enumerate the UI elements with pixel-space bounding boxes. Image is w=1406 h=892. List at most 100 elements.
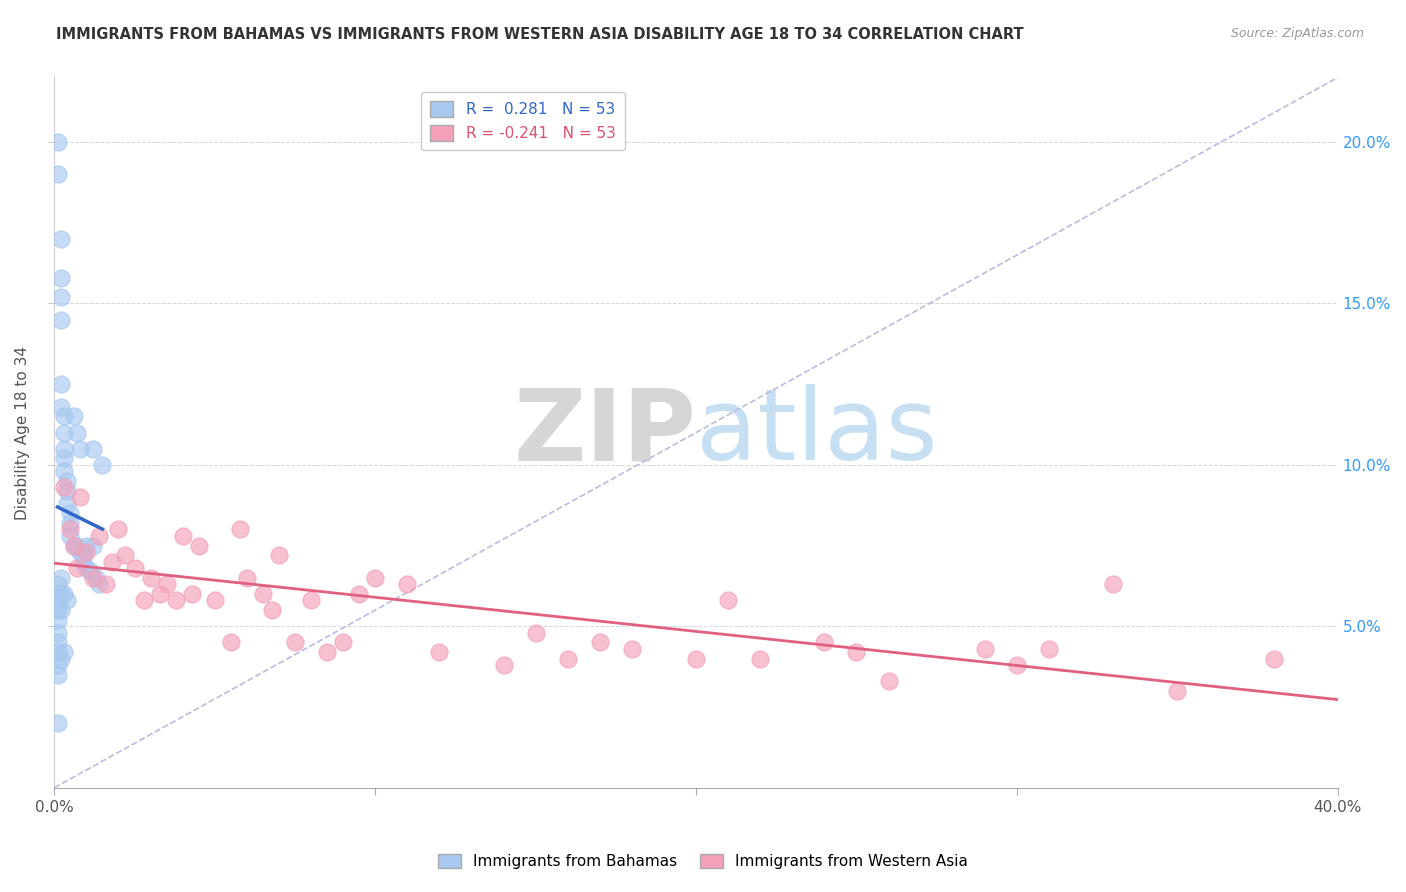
Point [49, 312, 72, 326]
Point [1166, 684, 1188, 698]
Point [75, 561, 97, 575]
Point [52, 464, 75, 478]
Point [52, 442, 75, 456]
Point [82, 571, 104, 585]
Point [284, 635, 307, 649]
Point [46, 603, 69, 617]
Point [717, 593, 740, 607]
Point [46, 577, 69, 591]
Point [46, 667, 69, 681]
Point [62, 539, 84, 553]
Point [49, 232, 72, 246]
Point [49, 571, 72, 585]
Point [49, 270, 72, 285]
Point [46, 635, 69, 649]
Point [46, 645, 69, 659]
Point [236, 571, 259, 585]
Point [52, 425, 75, 440]
Point [69, 442, 91, 456]
Point [59, 529, 82, 543]
Point [181, 587, 204, 601]
Point [49, 290, 72, 304]
Point [49, 651, 72, 665]
Point [84, 571, 107, 585]
Point [46, 597, 69, 611]
Point [56, 593, 79, 607]
Point [82, 539, 104, 553]
Point [134, 593, 156, 607]
Legend: R =  0.281   N = 53, R = -0.241   N = 53: R = 0.281 N = 53, R = -0.241 N = 53 [422, 92, 624, 150]
Point [204, 593, 226, 607]
Point [52, 409, 75, 424]
Point [52, 645, 75, 659]
Point [267, 549, 290, 563]
Point [749, 651, 772, 665]
Point [62, 409, 84, 424]
Point [69, 490, 91, 504]
Point [89, 529, 111, 543]
Point [427, 645, 450, 659]
Legend: Immigrants from Bahamas, Immigrants from Western Asia: Immigrants from Bahamas, Immigrants from… [432, 848, 974, 875]
Point [89, 577, 111, 591]
Text: ZIP: ZIP [513, 384, 696, 481]
Point [114, 549, 136, 563]
Point [1005, 658, 1028, 673]
Point [59, 506, 82, 520]
Point [124, 561, 146, 575]
Point [877, 674, 900, 689]
Point [1038, 641, 1060, 656]
Text: Source: ZipAtlas.com: Source: ZipAtlas.com [1230, 27, 1364, 40]
Point [82, 442, 104, 456]
Point [59, 523, 82, 537]
Point [101, 555, 124, 569]
Point [66, 561, 89, 575]
Point [396, 577, 419, 591]
Point [66, 425, 89, 440]
Point [262, 603, 284, 617]
Point [94, 577, 117, 591]
Point [46, 587, 69, 601]
Point [46, 625, 69, 640]
Point [52, 587, 75, 601]
Point [139, 571, 162, 585]
Point [75, 545, 97, 559]
Point [59, 516, 82, 530]
Point [46, 167, 69, 181]
Text: atlas: atlas [696, 384, 938, 481]
Point [72, 549, 94, 563]
Point [813, 635, 835, 649]
Point [69, 545, 91, 559]
Point [49, 587, 72, 601]
Point [56, 483, 79, 498]
Point [56, 474, 79, 488]
Point [107, 523, 129, 537]
Point [1263, 651, 1285, 665]
Point [149, 587, 172, 601]
Text: IMMIGRANTS FROM BAHAMAS VS IMMIGRANTS FROM WESTERN ASIA DISABILITY AGE 18 TO 34 : IMMIGRANTS FROM BAHAMAS VS IMMIGRANTS FR… [56, 27, 1024, 42]
Point [75, 539, 97, 553]
Point [252, 587, 274, 601]
Point [973, 641, 995, 656]
Point [49, 377, 72, 392]
Point [91, 458, 114, 472]
Point [52, 451, 75, 466]
Point [49, 603, 72, 617]
Point [316, 645, 339, 659]
Point [187, 539, 209, 553]
Point [557, 651, 579, 665]
Point [524, 625, 547, 640]
Point [49, 400, 72, 414]
Point [56, 497, 79, 511]
Point [172, 529, 194, 543]
Point [492, 658, 515, 673]
Point [62, 539, 84, 553]
Point [364, 571, 387, 585]
Point [589, 635, 612, 649]
Point [685, 651, 707, 665]
Point [46, 135, 69, 149]
Point [845, 645, 868, 659]
Point [46, 613, 69, 627]
Point [219, 635, 242, 649]
Point [165, 593, 187, 607]
Point [46, 716, 69, 731]
